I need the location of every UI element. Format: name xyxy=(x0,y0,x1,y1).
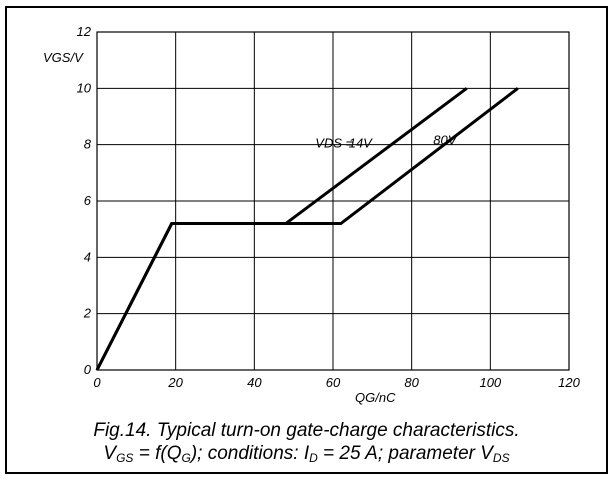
caption-cond: ); conditions: I xyxy=(190,443,310,464)
x-tick-label: 20 xyxy=(167,375,183,390)
caption-i-sub: D xyxy=(309,451,318,465)
y-tick-label: 2 xyxy=(83,306,92,321)
figure-frame xyxy=(5,6,608,474)
plot-border xyxy=(96,31,570,371)
x-tick-label: 0 xyxy=(93,375,101,390)
series-label-14v: 14V xyxy=(349,135,373,150)
chart-svg: 0 20 40 60 80 100 120 0 2 4 6 8 10 12 VGS/V QG/nC VDS… xyxy=(43,24,581,405)
x-axis-label: QG/nC xyxy=(355,390,396,405)
caption-v-sub: GS xyxy=(116,451,134,465)
grid xyxy=(96,31,570,371)
x-tick-label: 100 xyxy=(479,375,501,390)
caption-line-2: VGS = f(QG); conditions: ID = 25 A; para… xyxy=(0,443,613,465)
caption-eq: = f(Q xyxy=(133,443,182,464)
x-tick-label: 120 xyxy=(558,375,580,390)
x-tick-label: 80 xyxy=(404,375,419,390)
caption-q-sub: G xyxy=(181,451,191,465)
caption-vds-sub: DS xyxy=(492,451,510,465)
caption-cond2: = 25 A; parameter V xyxy=(317,443,493,464)
caption-line-1: Fig.14. Typical turn-on gate-charge char… xyxy=(93,420,520,441)
caption-v: V xyxy=(103,443,117,464)
y-tick-label: 8 xyxy=(84,137,92,152)
parameter-prefix-label: VDS = xyxy=(315,135,353,150)
y-tick-label: 4 xyxy=(84,249,91,264)
y-tick-label: 10 xyxy=(77,80,92,95)
y-tick-label: 12 xyxy=(77,24,92,39)
series-group xyxy=(95,87,519,371)
y-tick-label: 0 xyxy=(84,362,92,377)
x-tick-label: 60 xyxy=(326,375,341,390)
series-label-80v: 80V xyxy=(433,133,457,148)
y-tick-label: 6 xyxy=(84,193,92,208)
series-line-80v xyxy=(95,87,519,371)
tick-labels: 0 20 40 60 80 100 120 0 2 4 6 8 10 12 xyxy=(77,24,581,390)
x-tick-label: 40 xyxy=(247,375,262,390)
y-axis-label: VGS/V xyxy=(43,50,84,65)
